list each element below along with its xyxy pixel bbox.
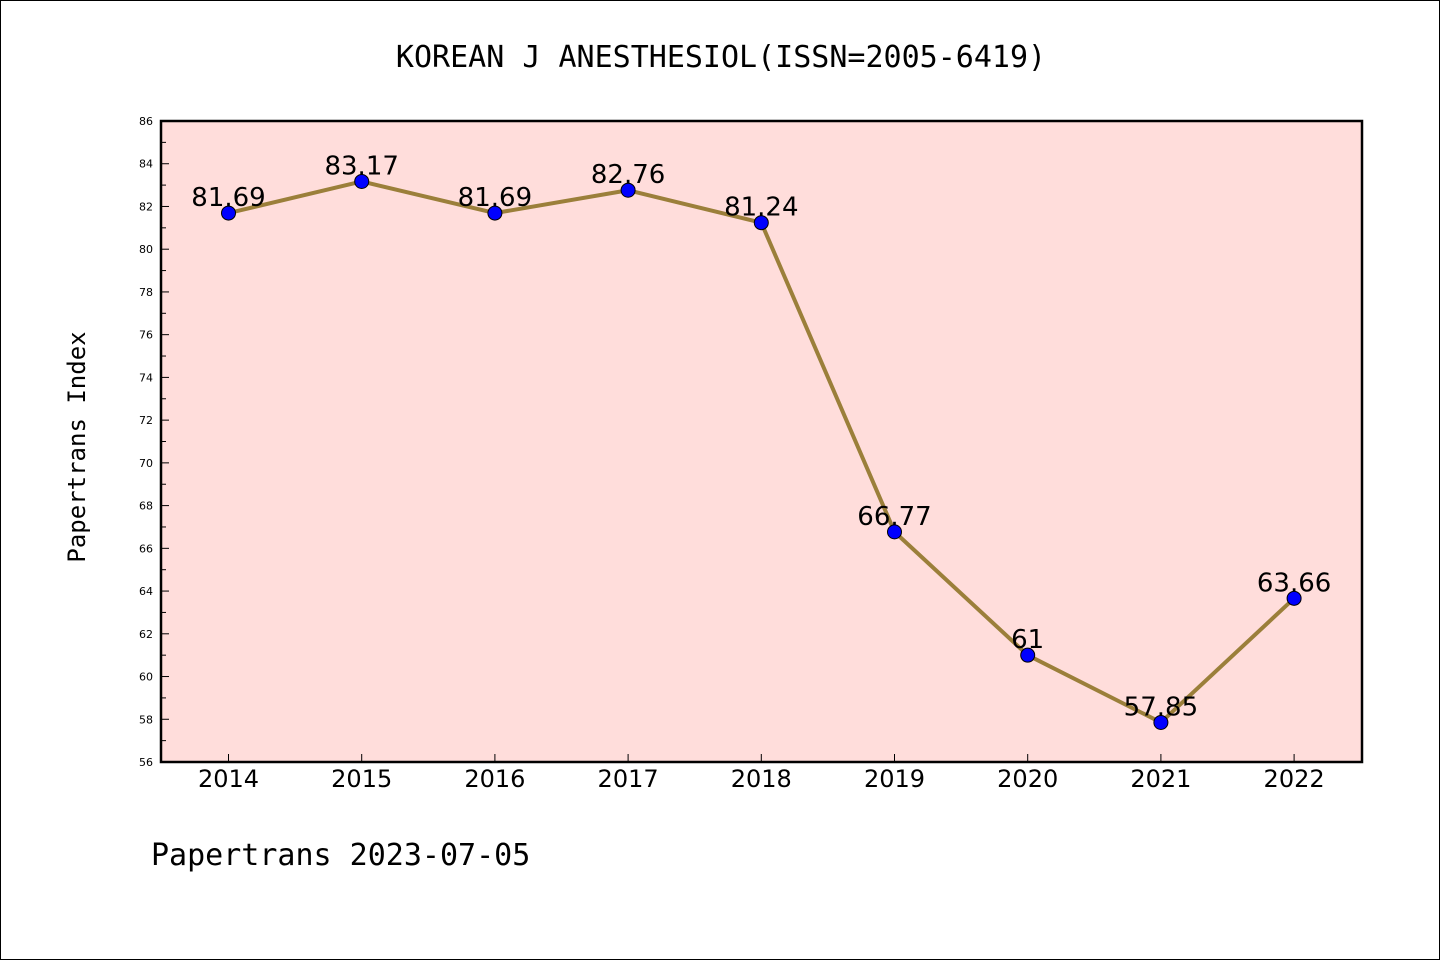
data-label: 81.69 — [458, 183, 532, 213]
data-point-marker — [487, 205, 503, 221]
y-tick-label: 56 — [139, 756, 153, 769]
x-tick-label: 2017 — [598, 765, 659, 793]
y-tick-label: 64 — [139, 585, 153, 598]
x-tick-label: 2016 — [464, 765, 525, 793]
chart-title: KOREAN J ANESTHESIOL(ISSN=2005-6419) — [396, 40, 1046, 75]
y-tick-label: 86 — [139, 115, 153, 128]
data-label: 63.66 — [1257, 568, 1331, 598]
series-markers — [221, 173, 1302, 730]
data-point-marker — [1153, 714, 1169, 730]
data-point-marker — [1020, 647, 1036, 663]
y-tick-label: 80 — [139, 243, 153, 256]
y-tick-label: 58 — [139, 713, 153, 726]
y-tick-label: 60 — [139, 671, 153, 684]
data-label: 81.69 — [191, 183, 265, 213]
data-point-marker — [221, 205, 236, 221]
x-axis-ticks: 2014 2015 2016 2017 2018 2019 2020 2021 2022 — [198, 754, 1325, 793]
x-tick-label: 2018 — [731, 765, 792, 793]
y-tick-label: 78 — [139, 286, 153, 299]
data-point-marker — [887, 524, 902, 540]
data-label: 66.77 — [857, 502, 931, 532]
data-labels: 81.69 83.17 81.69 82.76 81.24 66.77 61 57.85 63.… — [191, 151, 1331, 722]
y-tick-label: 84 — [139, 158, 153, 171]
y-tick-label: 68 — [139, 500, 153, 513]
x-tick-label: 2020 — [997, 765, 1058, 793]
x-tick-label: 2021 — [1130, 765, 1191, 793]
y-tick-label: 72 — [139, 414, 153, 427]
x-tick-label: 2015 — [331, 765, 392, 793]
y-tick-label: 82 — [139, 200, 153, 213]
data-label: 82.76 — [591, 160, 665, 190]
data-label: 57.85 — [1124, 692, 1198, 722]
y-tick-label: 74 — [139, 371, 153, 384]
data-label: 83.17 — [324, 151, 398, 181]
data-point-marker — [354, 173, 370, 189]
data-point-marker — [1286, 590, 1302, 606]
x-tick-label: 2014 — [198, 765, 259, 793]
y-tick-label: 62 — [139, 628, 153, 641]
footer-text: Papertrans 2023-07-05 — [151, 838, 530, 873]
data-label: 61 — [1011, 625, 1044, 655]
data-label: 81.24 — [724, 193, 798, 223]
y-tick-label: 66 — [139, 542, 153, 555]
data-point-marker — [620, 182, 636, 198]
y-axis-ticks: 56 58 60 62 64 66 68 70 72 74 76 78 80 82 84 86 — [139, 115, 169, 769]
data-point-marker — [753, 215, 769, 231]
y-tick-label: 76 — [139, 329, 153, 342]
y-axis-label: Papertrans Index — [63, 331, 91, 562]
y-tick-label: 70 — [139, 457, 153, 470]
x-tick-label: 2022 — [1264, 765, 1325, 793]
x-tick-label: 2019 — [864, 765, 925, 793]
